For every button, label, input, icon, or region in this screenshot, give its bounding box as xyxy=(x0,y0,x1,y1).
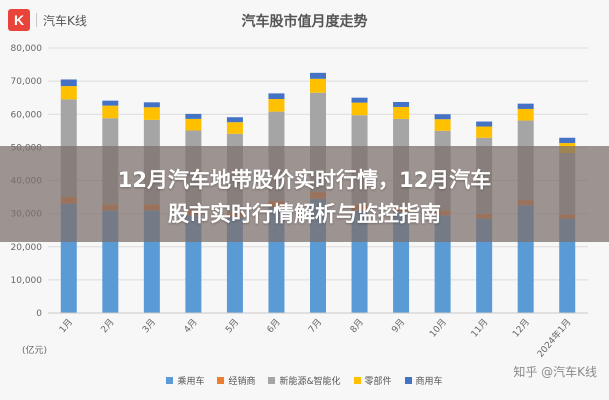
y-tick-label: 80,000 xyxy=(11,44,43,54)
bar-segment xyxy=(226,122,243,134)
headline-line-2: 股市实时行情解析与监控指南 xyxy=(168,202,441,226)
bar-segment xyxy=(434,114,451,120)
brand-logo[interactable]: K 汽车K线 xyxy=(8,9,87,31)
x-tick-label: 2024年1月 xyxy=(534,316,573,359)
article-headline: 12月汽车地带股价实时行情，12月汽车 股市实时行情解析与监控指南 xyxy=(0,163,609,231)
x-tick-label: 11月 xyxy=(469,317,491,340)
x-tick-label: 2月 xyxy=(99,317,117,335)
x-tick-label: 10月 xyxy=(427,317,449,340)
legend-item[interactable]: 经销商 xyxy=(217,374,255,387)
y-axis-label: (亿元) xyxy=(22,344,47,356)
bar-segment xyxy=(185,113,202,119)
legend-item[interactable]: 新能源&智能化 xyxy=(268,374,341,387)
x-tick-label: 5月 xyxy=(223,317,241,335)
x-tick-label: 1月 xyxy=(57,317,75,335)
bar-segment xyxy=(559,218,576,313)
bar-segment xyxy=(393,101,410,107)
x-tick-label: 4月 xyxy=(182,317,200,335)
bar-segment xyxy=(517,103,534,109)
bar-segment xyxy=(268,99,285,112)
legend-label: 商用车 xyxy=(415,377,443,387)
y-tick-label: 10,000 xyxy=(11,276,43,286)
logo-text: 汽车K线 xyxy=(43,13,87,28)
bar-segment xyxy=(476,126,493,138)
y-tick-label: 0 xyxy=(36,309,42,319)
bar-segment xyxy=(268,93,285,100)
chart-title: 汽车股市值月度走势 xyxy=(241,14,368,30)
bar-segment xyxy=(559,137,576,144)
legend-item[interactable]: 零部件 xyxy=(353,374,392,387)
legend-label: 乘用车 xyxy=(177,377,205,387)
bar-segment xyxy=(393,106,410,119)
bar-segment xyxy=(517,108,534,121)
x-tick-label: 3月 xyxy=(140,317,158,335)
y-tick-label: 70,000 xyxy=(11,77,43,87)
legend-swatch xyxy=(404,377,412,384)
bar-segment xyxy=(310,72,326,79)
chart-legend: 乘用车 经销商 新能源&智能化 零部件 商用车 xyxy=(0,374,609,387)
bar-segment xyxy=(226,117,243,123)
bar-segment xyxy=(351,102,368,116)
bar-segment xyxy=(185,118,202,131)
legend-label: 零部件 xyxy=(364,377,392,387)
x-tick-label: 8月 xyxy=(348,317,366,335)
legend-item[interactable]: 商用车 xyxy=(404,374,443,387)
x-tick-label: 7月 xyxy=(306,317,324,335)
legend-label: 经销商 xyxy=(228,377,256,387)
logo-divider xyxy=(36,13,37,27)
y-tick-label: 20,000 xyxy=(11,243,43,253)
bar-segment xyxy=(143,107,160,120)
headline-line-1: 12月汽车地带股价实时行情，12月汽车 xyxy=(117,168,492,192)
bar-segment xyxy=(143,102,160,108)
legend-item[interactable]: 乘用车 xyxy=(166,374,204,387)
bar-segment xyxy=(476,121,493,127)
bar-segment xyxy=(102,100,119,106)
legend-swatch xyxy=(166,377,174,384)
legend-label: 新能源&智能化 xyxy=(279,377,341,387)
legend-swatch xyxy=(268,377,276,384)
k-logo-icon: K xyxy=(8,9,30,31)
legend-swatch xyxy=(353,377,361,384)
x-tick-label: 6月 xyxy=(265,317,283,335)
zhihu-watermark: 知乎 @汽车K线 xyxy=(513,365,597,379)
bar-segment xyxy=(60,79,77,87)
bar-segment xyxy=(434,119,451,131)
y-tick-label: 60,000 xyxy=(11,110,43,120)
x-tick-label: 12月 xyxy=(510,317,532,340)
headline-overlay xyxy=(0,146,609,242)
bar-segment xyxy=(60,86,77,100)
x-tick-label: 9月 xyxy=(389,317,407,335)
bar-segment xyxy=(351,97,368,103)
legend-swatch xyxy=(217,377,225,384)
bar-segment xyxy=(310,78,326,93)
bar-segment xyxy=(476,218,493,313)
bar-segment xyxy=(102,105,119,119)
